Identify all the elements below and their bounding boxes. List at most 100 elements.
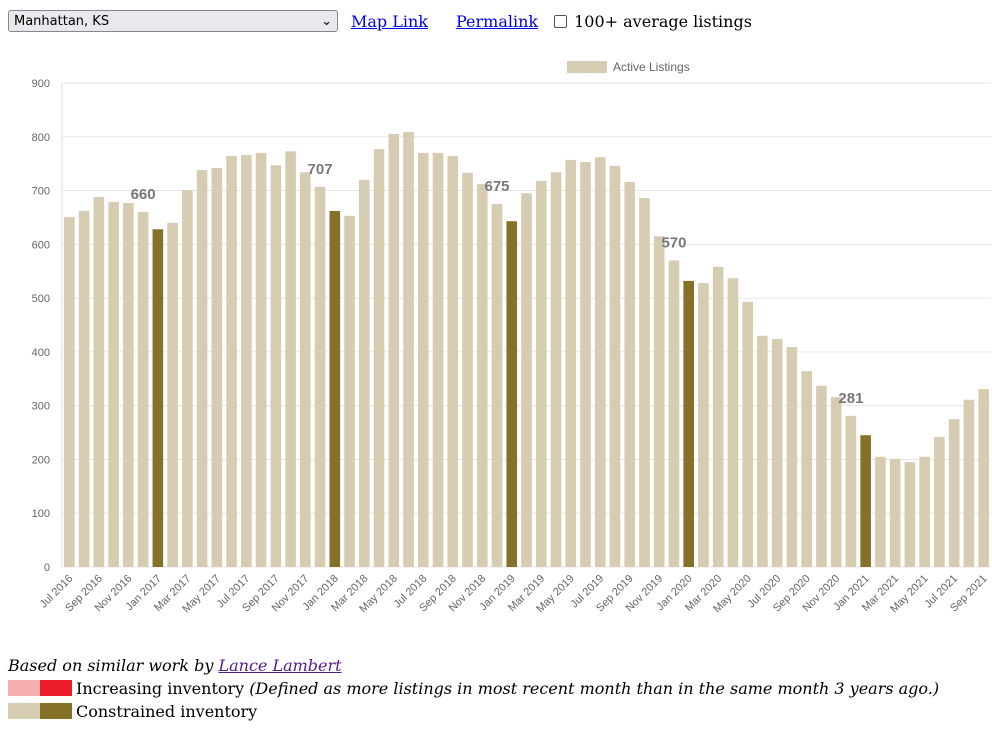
- legend-swatch: [567, 61, 607, 73]
- bar: [167, 222, 178, 568]
- y-tick-label: 200: [32, 454, 50, 466]
- bar: [624, 181, 636, 567]
- bar: [373, 149, 385, 567]
- value-label: 707: [308, 161, 333, 178]
- bar: [255, 152, 267, 567]
- credit-link[interactable]: Lance Lambert: [218, 656, 342, 675]
- y-tick-label: 400: [32, 347, 50, 359]
- bar: [462, 172, 473, 567]
- legend-row: Increasing inventory (Defined as more lis…: [8, 677, 939, 700]
- bar: [270, 165, 282, 567]
- legend-label: Increasing inventory: [76, 679, 245, 698]
- legend-label: Active Listings: [613, 60, 690, 74]
- bar: [447, 156, 459, 567]
- value-label: 675: [484, 178, 509, 195]
- bar: [668, 260, 680, 567]
- bar: [403, 131, 414, 567]
- bar: [226, 156, 237, 567]
- bar: [919, 456, 930, 567]
- bar: [285, 151, 296, 567]
- swatch: [8, 703, 40, 719]
- bar: [742, 301, 753, 567]
- y-tick-label: 900: [32, 78, 50, 90]
- bar: [860, 435, 871, 567]
- bar: [712, 266, 724, 567]
- bar: [476, 184, 488, 567]
- swatch: [40, 680, 72, 696]
- bar: [491, 204, 503, 567]
- bar: [314, 186, 326, 567]
- bar: [594, 157, 606, 568]
- bar: [506, 221, 518, 567]
- dropdown-arrow: ⌄: [321, 13, 332, 29]
- bar: [300, 172, 311, 567]
- legend-row: Constrained inventory: [8, 700, 939, 723]
- footer-legend: Increasing inventory (Defined as more lis…: [8, 677, 939, 723]
- bar: [580, 162, 591, 567]
- bar: [801, 371, 812, 567]
- checkbox[interactable]: [554, 14, 568, 28]
- bar: [521, 193, 532, 567]
- y-tick-label: 700: [32, 186, 50, 198]
- footer: Based on similar work by Lance Lambert I…: [8, 654, 939, 723]
- y-tick-label: 300: [32, 401, 50, 413]
- y-tick-label: 800: [32, 132, 50, 144]
- bar: [358, 179, 370, 568]
- value-label: 570: [661, 234, 686, 251]
- bar: [388, 134, 400, 567]
- bar: [182, 190, 193, 568]
- swatch: [40, 703, 72, 719]
- bar: [211, 167, 223, 568]
- controls: Manhattan, KS ⌄ Map Link Permalink 100+ a…: [8, 9, 752, 33]
- bar: [757, 335, 768, 567]
- bar: [196, 170, 208, 567]
- bar: [609, 165, 621, 567]
- bar: [948, 419, 960, 567]
- bar: [93, 197, 105, 567]
- bar: [137, 212, 149, 568]
- bar: [565, 159, 577, 567]
- bar: [727, 278, 739, 567]
- checkbox-label: 100+ average listings: [574, 11, 752, 31]
- legend-note: (Defined as more listings in most recent…: [249, 679, 940, 698]
- location-select[interactable]: Manhattan, KS ⌄: [8, 10, 338, 32]
- bar: [653, 236, 665, 567]
- bar: [978, 388, 989, 567]
- y-tick-label: 500: [32, 293, 50, 305]
- location: Manhattan, KS: [14, 13, 110, 29]
- bar: [934, 436, 945, 567]
- bar: [875, 456, 886, 567]
- bar: [152, 229, 164, 567]
- bar: [344, 215, 355, 567]
- bar: [683, 280, 695, 567]
- bar: [771, 338, 783, 567]
- bar: [904, 462, 916, 567]
- bar: [241, 155, 252, 567]
- y-tick-label: 600: [32, 239, 50, 251]
- value-label: 281: [838, 390, 863, 407]
- credit-row: Based on similar work by Lance Lambert: [8, 654, 939, 677]
- credit: Based on similar work by: [8, 656, 214, 675]
- bar: [432, 152, 444, 567]
- map-link[interactable]: Map Link: [351, 11, 428, 31]
- bar: [639, 198, 650, 567]
- bar: [64, 216, 75, 567]
- y-tick-label: 100: [32, 508, 50, 520]
- bar: [963, 399, 975, 567]
- bar: [78, 210, 90, 568]
- bar: [889, 458, 901, 567]
- y-tick-label: 0: [44, 562, 50, 574]
- bar: [698, 283, 709, 567]
- value-label: 660: [131, 186, 156, 203]
- bar: [550, 172, 562, 567]
- bar: [845, 415, 857, 567]
- bar: [108, 201, 119, 568]
- swatch: [8, 680, 40, 696]
- bar: [786, 347, 798, 567]
- legend-label: Constrained inventory: [76, 702, 258, 721]
- bar: [329, 210, 341, 568]
- permalink[interactable]: Permalink: [456, 11, 539, 31]
- bar: [417, 152, 429, 567]
